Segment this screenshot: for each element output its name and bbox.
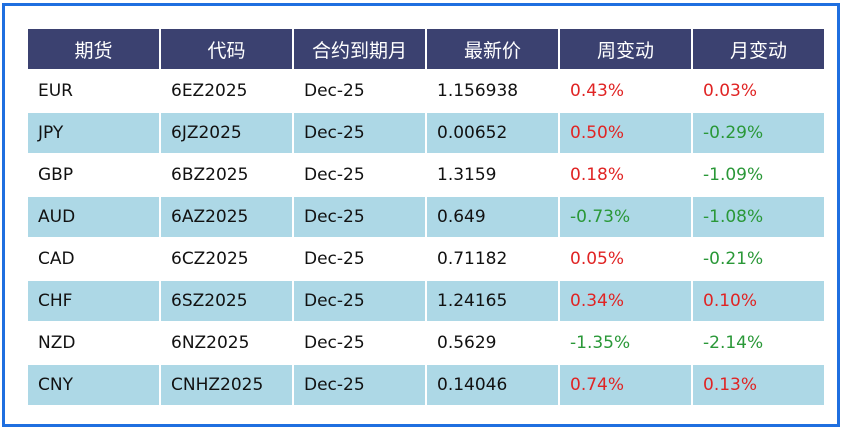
header-future: 期货: [26, 27, 161, 71]
cell-month: 0.03%: [691, 69, 826, 113]
cell-code: 6BZ2025: [159, 153, 294, 197]
cell-month: 0.13%: [691, 363, 826, 407]
cell-week: 0.50%: [558, 111, 693, 155]
table-row: CAD 6CZ2025 Dec-25 0.71182 0.05% -0.21%: [26, 237, 826, 281]
cell-price: 0.5629: [425, 321, 560, 365]
header-month-change: 月变动: [691, 27, 826, 71]
header-week-change: 周变动: [558, 27, 693, 71]
cell-month: -1.08%: [691, 195, 826, 239]
cell-price: 0.649: [425, 195, 560, 239]
table-row: CHF 6SZ2025 Dec-25 1.24165 0.34% 0.10%: [26, 279, 826, 323]
cell-price: 0.00652: [425, 111, 560, 155]
cell-week: 0.18%: [558, 153, 693, 197]
cell-week: 0.34%: [558, 279, 693, 323]
cell-price: 0.14046: [425, 363, 560, 407]
cell-price: 0.71182: [425, 237, 560, 281]
cell-expiry: Dec-25: [292, 321, 427, 365]
cell-future: EUR: [26, 69, 161, 113]
cell-code: 6JZ2025: [159, 111, 294, 155]
futures-table: 期货 代码 合约到期月 最新价 周变动 月变动 EUR 6EZ2025 Dec-25 1.156…: [26, 27, 826, 407]
cell-week: 0.43%: [558, 69, 693, 113]
header-price: 最新价: [425, 27, 560, 71]
cell-code: 6EZ2025: [159, 69, 294, 113]
cell-price: 1.3159: [425, 153, 560, 197]
cell-expiry: Dec-25: [292, 153, 427, 197]
cell-price: 1.24165: [425, 279, 560, 323]
cell-month: -1.09%: [691, 153, 826, 197]
cell-future: NZD: [26, 321, 161, 365]
cell-month: -0.29%: [691, 111, 826, 155]
cell-expiry: Dec-25: [292, 237, 427, 281]
table-row: AUD 6AZ2025 Dec-25 0.649 -0.73% -1.08%: [26, 195, 826, 239]
cell-week: 0.74%: [558, 363, 693, 407]
cell-future: CHF: [26, 279, 161, 323]
cell-week: -1.35%: [558, 321, 693, 365]
cell-expiry: Dec-25: [292, 69, 427, 113]
table-frame: 期货 代码 合约到期月 最新价 周变动 月变动 EUR 6EZ2025 Dec-25 1.156…: [2, 3, 840, 427]
table-row: NZD 6NZ2025 Dec-25 0.5629 -1.35% -2.14%: [26, 321, 826, 365]
cell-code: 6NZ2025: [159, 321, 294, 365]
cell-expiry: Dec-25: [292, 195, 427, 239]
cell-code: 6AZ2025: [159, 195, 294, 239]
cell-code: 6CZ2025: [159, 237, 294, 281]
header-code: 代码: [159, 27, 294, 71]
cell-future: GBP: [26, 153, 161, 197]
table-row: EUR 6EZ2025 Dec-25 1.156938 0.43% 0.03%: [26, 69, 826, 113]
cell-week: -0.73%: [558, 195, 693, 239]
table-row: GBP 6BZ2025 Dec-25 1.3159 0.18% -1.09%: [26, 153, 826, 197]
cell-expiry: Dec-25: [292, 111, 427, 155]
cell-month: 0.10%: [691, 279, 826, 323]
table-row: JPY 6JZ2025 Dec-25 0.00652 0.50% -0.29%: [26, 111, 826, 155]
header-row: 期货 代码 合约到期月 最新价 周变动 月变动: [26, 27, 826, 71]
cell-code: CNHZ2025: [159, 363, 294, 407]
cell-price: 1.156938: [425, 69, 560, 113]
cell-code: 6SZ2025: [159, 279, 294, 323]
cell-expiry: Dec-25: [292, 363, 427, 407]
cell-month: -2.14%: [691, 321, 826, 365]
cell-future: CNY: [26, 363, 161, 407]
cell-future: AUD: [26, 195, 161, 239]
cell-week: 0.05%: [558, 237, 693, 281]
cell-expiry: Dec-25: [292, 279, 427, 323]
cell-future: CAD: [26, 237, 161, 281]
cell-month: -0.21%: [691, 237, 826, 281]
header-expiry: 合约到期月: [292, 27, 427, 71]
cell-future: JPY: [26, 111, 161, 155]
table-row: CNY CNHZ2025 Dec-25 0.14046 0.74% 0.13%: [26, 363, 826, 407]
